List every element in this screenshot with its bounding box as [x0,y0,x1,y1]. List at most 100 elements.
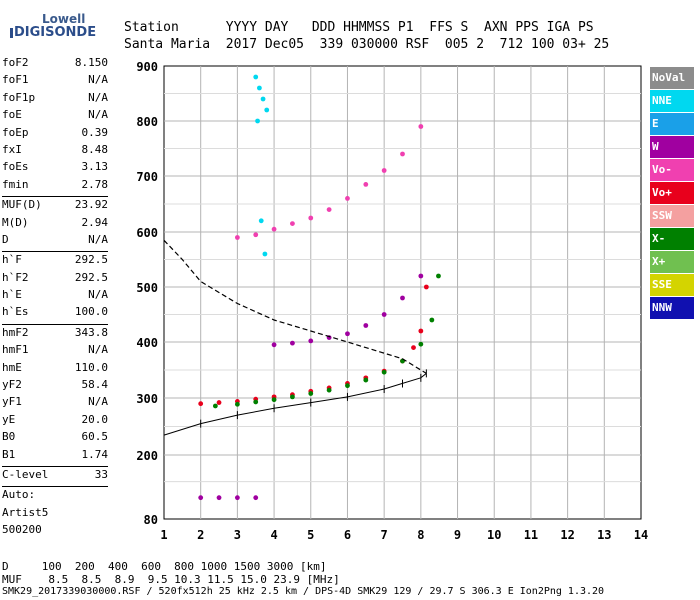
virtual-height-curve [163,373,427,436]
y-tick-label: 400 [136,336,158,350]
param-key: h`E [2,288,22,302]
param-row: h`F 292.5 [2,253,108,270]
header-row-labels: Station YYYY DAY DDD HHMMSS P1 FFS S AXN… [124,20,594,35]
logo-mark [10,28,13,38]
param-row: foEs 3.13 [2,160,108,177]
param-value: 60.5 [81,430,109,444]
param-value: 20.0 [81,412,109,426]
param-value: N/A [88,288,108,302]
param-row: yE 20.0 [2,413,108,430]
x-tick-label: 1 [160,528,167,542]
digisonde-logo: Lowell DIGISONDE [10,12,100,42]
param-key: foE [2,108,22,122]
data-point [436,273,441,279]
data-point [345,331,350,337]
param-key: M(D) [2,215,29,229]
x-tick-label: 4 [270,528,277,542]
data-point [253,399,259,405]
data-point [308,338,314,344]
param-row: hmE 110.0 [2,361,108,378]
param-separator [2,323,108,325]
param-row: hmF1 N/A [2,343,108,360]
logo-product: DIGISONDE [14,25,97,40]
x-tick-label: 11 [524,528,538,542]
data-point [234,401,240,407]
param-row: C-level 33 [2,468,108,485]
y-tick-label: 600 [136,226,158,240]
data-point [290,340,295,346]
data-point [234,495,240,501]
data-point [271,397,277,403]
param-row: Artist5 [2,506,108,523]
polarization-legend: NoVal NNE E W Vo- Vo+ SSW X- X+ SSE NNW [650,67,694,320]
param-key: h`F2 [2,270,29,284]
legend-entry: Vo+ [650,182,694,204]
param-value: 58.4 [81,378,109,392]
param-row: Auto: [2,488,108,505]
param-key: C-level [2,467,49,481]
param-row: foF1 N/A [2,73,108,90]
data-point [363,182,369,187]
param-key: foF1 [2,73,29,87]
param-separator [2,251,108,253]
data-point [423,284,429,290]
param-value: 110.0 [74,360,108,374]
y-tick-label: 500 [136,281,158,295]
header-row-values: Santa Maria 2017 Dec05 339 030000 RSF 00… [124,37,610,52]
param-key: yF2 [2,378,22,392]
data-point [381,312,387,317]
y-tick-label: 300 [136,392,158,406]
param-key: yE [2,412,16,426]
scaled-parameters-panel: foF2 8.150 foF1 N/A foF1p N/A foE N/A foEp 0.39 fx… [2,56,108,541]
plot-frame [163,65,642,520]
x-tick-label: 14 [634,528,648,542]
x-tick-label: 9 [454,528,461,542]
param-key: foEs [2,160,29,174]
legend-entry: NoVal [650,67,694,89]
data-point [400,151,405,157]
data-point [216,400,222,405]
param-key: h`Es [2,305,29,319]
param-key: foF1p [2,90,36,104]
param-separator [2,486,108,488]
footer-distance-row: D 100 200 400 600 800 1000 1500 3000 [km… [2,560,327,573]
data-point [253,74,259,80]
param-key: fxI [2,142,22,156]
x-tick-label: 3 [234,528,241,542]
param-value: 100.0 [74,305,108,319]
legend-entry: X+ [650,251,694,273]
x-tick-label: 7 [381,528,388,542]
y-tick-label: 900 [136,60,158,74]
param-value: 292.5 [74,253,108,267]
data-point [271,226,277,232]
data-point [418,273,424,279]
param-row: M(D) 2.94 [2,216,108,233]
legend-entry: SSW [650,205,694,227]
data-point [212,403,218,409]
data-point [271,342,277,348]
param-key: foF2 [2,56,29,69]
x-tick-label: 5 [307,528,314,542]
logo-brand: Lowell [42,12,86,26]
legend-entry: E [650,113,694,135]
param-row: B1 1.74 [2,448,108,465]
param-row: yF2 58.4 [2,378,108,395]
param-value: N/A [88,73,108,87]
param-key: h`F [2,253,22,267]
param-separator [2,465,108,467]
data-point [363,323,369,328]
data-point [216,495,222,501]
param-row: h`Es 100.0 [2,305,108,322]
param-value: N/A [88,90,108,104]
data-point [264,107,270,113]
x-tick-label: 8 [417,528,424,542]
data-point [381,369,387,375]
param-row: B0 60.5 [2,430,108,447]
param-key: yF1 [2,395,22,409]
legend-entry: Vo- [650,159,694,181]
param-key: hmE [2,360,22,374]
data-point [290,394,295,400]
param-row: foE N/A [2,108,108,125]
footer-muf-row: MUF 8.5 8.5 8.9 9.5 10.3 11.5 15.0 23.9 … [2,573,340,586]
data-point [198,495,204,501]
